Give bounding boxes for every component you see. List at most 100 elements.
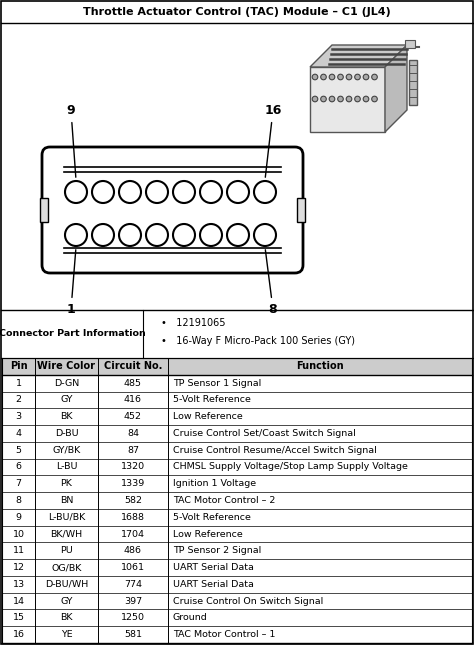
Text: 1688: 1688 xyxy=(121,513,145,522)
Circle shape xyxy=(65,224,87,246)
Text: UART Serial Data: UART Serial Data xyxy=(173,563,254,572)
Circle shape xyxy=(254,224,276,246)
Text: GY/BK: GY/BK xyxy=(52,446,81,455)
Polygon shape xyxy=(385,45,407,132)
Circle shape xyxy=(372,74,377,80)
Text: GY: GY xyxy=(60,395,73,404)
Text: Cruise Control Set/Coast Switch Signal: Cruise Control Set/Coast Switch Signal xyxy=(173,429,356,438)
Polygon shape xyxy=(310,45,407,67)
Text: Ground: Ground xyxy=(173,613,208,622)
Text: 582: 582 xyxy=(124,496,142,505)
Bar xyxy=(405,40,415,48)
Text: 1704: 1704 xyxy=(121,530,145,539)
Text: Cruise Control Resume/Accel Switch Signal: Cruise Control Resume/Accel Switch Signa… xyxy=(173,446,377,455)
Circle shape xyxy=(227,224,249,246)
Bar xyxy=(40,198,48,222)
Bar xyxy=(297,198,305,222)
Polygon shape xyxy=(310,67,385,132)
Text: OG/BK: OG/BK xyxy=(51,563,82,572)
Circle shape xyxy=(119,224,141,246)
Text: 1061: 1061 xyxy=(121,563,145,572)
Text: PU: PU xyxy=(60,546,73,555)
Circle shape xyxy=(321,74,326,80)
Text: •   16-Way F Micro-Pack 100 Series (GY): • 16-Way F Micro-Pack 100 Series (GY) xyxy=(161,336,355,346)
Text: 15: 15 xyxy=(12,613,25,622)
Text: 1250: 1250 xyxy=(121,613,145,622)
Circle shape xyxy=(65,181,87,203)
Text: 8: 8 xyxy=(265,250,277,316)
Text: 2: 2 xyxy=(16,395,21,404)
Circle shape xyxy=(363,96,369,102)
Text: 774: 774 xyxy=(124,580,142,589)
Circle shape xyxy=(363,74,369,80)
Text: Function: Function xyxy=(296,361,344,372)
Text: 16: 16 xyxy=(12,630,25,639)
Text: TP Sensor 1 Signal: TP Sensor 1 Signal xyxy=(173,379,261,388)
Text: 84: 84 xyxy=(127,429,139,438)
Text: 8: 8 xyxy=(16,496,21,505)
Circle shape xyxy=(200,181,222,203)
Text: Cruise Control On Switch Signal: Cruise Control On Switch Signal xyxy=(173,597,323,606)
Text: 12: 12 xyxy=(12,563,25,572)
Text: TP Sensor 2 Signal: TP Sensor 2 Signal xyxy=(173,546,261,555)
Text: 6: 6 xyxy=(16,462,21,471)
Circle shape xyxy=(372,96,377,102)
Circle shape xyxy=(200,224,222,246)
Circle shape xyxy=(92,181,114,203)
Text: 5-Volt Reference: 5-Volt Reference xyxy=(173,513,251,522)
Circle shape xyxy=(146,224,168,246)
Circle shape xyxy=(346,96,352,102)
Text: UART Serial Data: UART Serial Data xyxy=(173,580,254,589)
Text: 1320: 1320 xyxy=(121,462,145,471)
Text: 87: 87 xyxy=(127,446,139,455)
Circle shape xyxy=(329,74,335,80)
Circle shape xyxy=(321,96,326,102)
Text: 1: 1 xyxy=(16,379,21,388)
Text: Wire Color: Wire Color xyxy=(37,361,95,372)
Text: 486: 486 xyxy=(124,546,142,555)
Text: D-GN: D-GN xyxy=(54,379,79,388)
Circle shape xyxy=(227,181,249,203)
Text: BK: BK xyxy=(60,412,73,421)
Circle shape xyxy=(92,224,114,246)
Text: TAC Motor Control – 2: TAC Motor Control – 2 xyxy=(173,496,275,505)
Circle shape xyxy=(312,74,318,80)
Text: 3: 3 xyxy=(16,412,21,421)
Text: BN: BN xyxy=(60,496,73,505)
Text: 4: 4 xyxy=(16,429,21,438)
Text: 11: 11 xyxy=(12,546,25,555)
Circle shape xyxy=(355,74,360,80)
Text: 397: 397 xyxy=(124,597,142,606)
Text: 485: 485 xyxy=(124,379,142,388)
Text: 1339: 1339 xyxy=(121,479,145,488)
Text: 581: 581 xyxy=(124,630,142,639)
Text: 14: 14 xyxy=(12,597,25,606)
Text: 5-Volt Reference: 5-Volt Reference xyxy=(173,395,251,404)
Circle shape xyxy=(329,96,335,102)
Text: Ignition 1 Voltage: Ignition 1 Voltage xyxy=(173,479,256,488)
Text: 1: 1 xyxy=(67,250,76,316)
Circle shape xyxy=(173,224,195,246)
Text: D-BU: D-BU xyxy=(55,429,78,438)
Text: GY: GY xyxy=(60,597,73,606)
Text: 9: 9 xyxy=(67,104,76,177)
Circle shape xyxy=(346,74,352,80)
Circle shape xyxy=(254,181,276,203)
Polygon shape xyxy=(409,60,417,105)
Circle shape xyxy=(146,181,168,203)
Circle shape xyxy=(337,96,343,102)
Text: Low Reference: Low Reference xyxy=(173,412,243,421)
Text: Low Reference: Low Reference xyxy=(173,530,243,539)
Text: 452: 452 xyxy=(124,412,142,421)
Text: Circuit No.: Circuit No. xyxy=(104,361,162,372)
Text: TAC Motor Control – 1: TAC Motor Control – 1 xyxy=(173,630,275,639)
Text: 10: 10 xyxy=(12,530,25,539)
Text: •   12191065: • 12191065 xyxy=(161,318,226,328)
Text: 13: 13 xyxy=(12,580,25,589)
FancyBboxPatch shape xyxy=(42,147,303,273)
Text: L-BU: L-BU xyxy=(56,462,77,471)
Text: 9: 9 xyxy=(16,513,21,522)
Text: Connector Part Information: Connector Part Information xyxy=(0,330,146,339)
Text: L-BU/BK: L-BU/BK xyxy=(48,513,85,522)
Text: D-BU/WH: D-BU/WH xyxy=(45,580,88,589)
